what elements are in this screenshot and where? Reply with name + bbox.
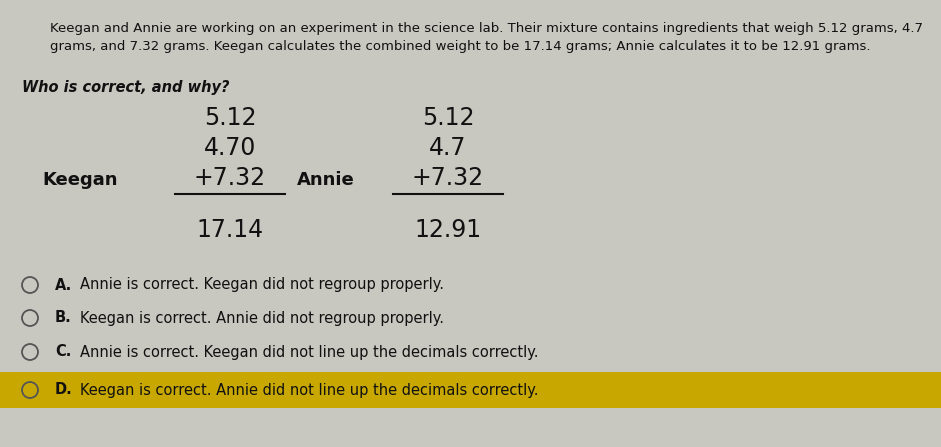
Text: B.: B.	[55, 311, 72, 325]
Text: Keegan and Annie are working on an experiment in the science lab. Their mixture : Keegan and Annie are working on an exper…	[50, 22, 923, 35]
Text: Who is correct, and why?: Who is correct, and why?	[22, 80, 230, 95]
Text: Keegan: Keegan	[42, 171, 118, 189]
Text: Annie is correct. Keegan did not regroup properly.: Annie is correct. Keegan did not regroup…	[80, 278, 444, 292]
Text: +7.32: +7.32	[412, 166, 484, 190]
Text: Keegan is correct. Annie did not line up the decimals correctly.: Keegan is correct. Annie did not line up…	[80, 383, 538, 397]
Bar	[0, 372, 941, 408]
Text: Annie: Annie	[297, 171, 355, 189]
Text: D.: D.	[55, 383, 72, 397]
Text: A.: A.	[55, 278, 72, 292]
Text: +7.32: +7.32	[194, 166, 266, 190]
Text: Annie is correct. Keegan did not line up the decimals correctly.: Annie is correct. Keegan did not line up…	[80, 345, 538, 359]
Text: 4.7: 4.7	[429, 136, 467, 160]
Text: grams, and 7.32 grams. Keegan calculates the combined weight to be 17.14 grams; : grams, and 7.32 grams. Keegan calculates…	[50, 40, 870, 53]
Text: 17.14: 17.14	[197, 218, 263, 242]
Text: 5.12: 5.12	[422, 106, 474, 130]
Text: 5.12: 5.12	[204, 106, 256, 130]
Text: C.: C.	[55, 345, 72, 359]
Text: Keegan is correct. Annie did not regroup properly.: Keegan is correct. Annie did not regroup…	[80, 311, 444, 325]
Text: 4.70: 4.70	[204, 136, 256, 160]
Text: 12.91: 12.91	[414, 218, 482, 242]
